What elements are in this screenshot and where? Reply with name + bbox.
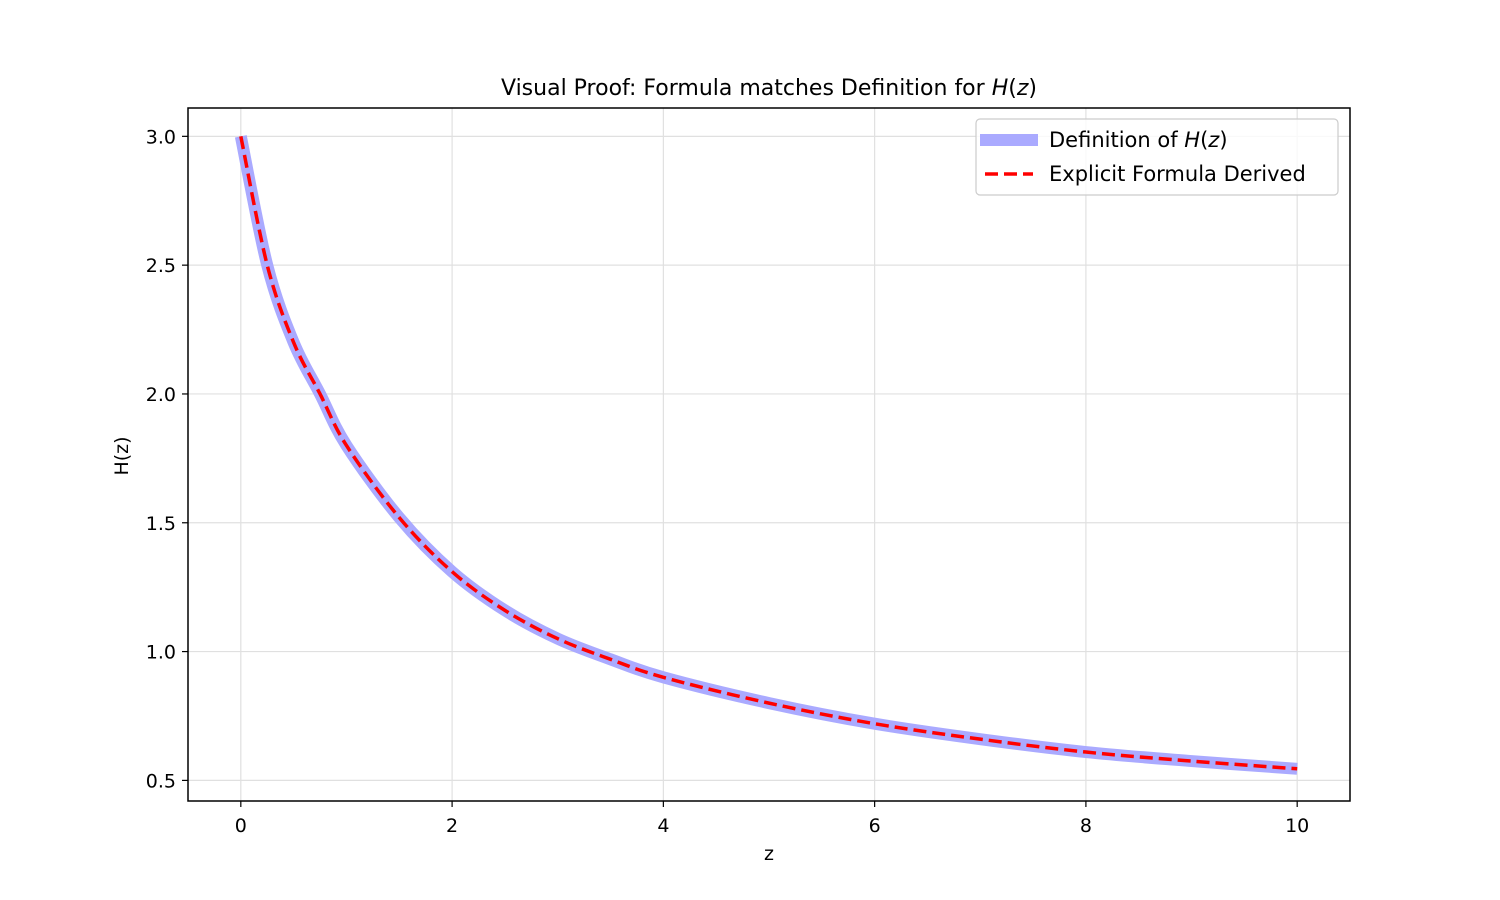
x-tick-label: 0 bbox=[235, 815, 247, 837]
y-tick-label: 0.5 bbox=[146, 770, 176, 792]
y-axis-ticks: 0.5 1.0 1.5 2.0 2.5 3.0 bbox=[146, 126, 188, 792]
y-tick-label: 1.0 bbox=[146, 642, 176, 664]
legend-label-explicit-formula: Explicit Formula Derived bbox=[1049, 162, 1306, 186]
series-lines bbox=[234, 135, 1298, 775]
legend: Definition of H(z) Explicit Formula Deri… bbox=[975, 118, 1339, 196]
x-tick-label: 6 bbox=[869, 815, 881, 837]
x-axis-ticks: 0 2 4 6 8 10 bbox=[235, 801, 1309, 837]
y-axis-label: H(z) bbox=[111, 436, 133, 475]
x-tick-label: 4 bbox=[657, 815, 669, 837]
x-tick-label: 8 bbox=[1080, 815, 1092, 837]
plot-area-frame bbox=[187, 107, 1351, 802]
x-tick-label: 10 bbox=[1285, 815, 1309, 837]
y-tick-label: 3.0 bbox=[146, 126, 176, 148]
legend-box bbox=[975, 118, 1339, 196]
series-line-definition bbox=[234, 135, 1298, 775]
grid-lines bbox=[188, 108, 1350, 801]
chart-title: Visual Proof: Formula matches Definition… bbox=[501, 76, 1037, 101]
y-tick-label: 1.5 bbox=[146, 513, 176, 535]
y-tick-label: 2.0 bbox=[146, 384, 176, 406]
x-tick-label: 2 bbox=[446, 815, 458, 837]
y-tick-label: 2.5 bbox=[146, 255, 176, 277]
legend-label-definition: Definition of H(z) bbox=[1049, 128, 1228, 152]
x-axis-label: z bbox=[764, 843, 774, 865]
